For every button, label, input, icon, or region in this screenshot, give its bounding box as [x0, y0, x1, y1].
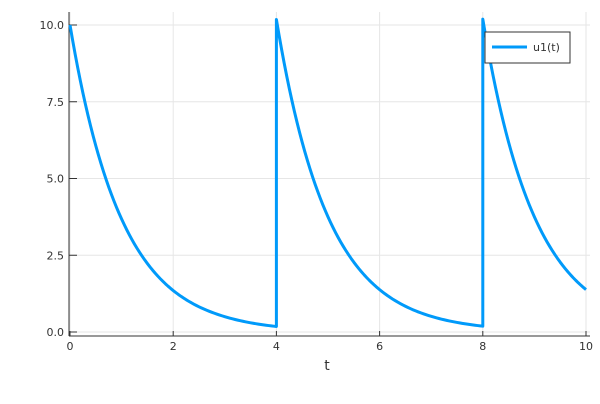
- x-tick-label: 10: [579, 340, 593, 353]
- y-tick-label: 2.5: [47, 249, 65, 262]
- legend: u1(t): [484, 31, 571, 64]
- series: [68, 17, 587, 328]
- ticks: 0 2 4 6 8 10 0.0 2.5 5.0 7.5 10.0: [40, 19, 594, 353]
- legend-label: u1(t): [533, 41, 560, 54]
- y-tick-label: 7.5: [47, 96, 65, 109]
- x-tick-label: 0: [67, 340, 74, 353]
- x-axis-label: t: [324, 358, 330, 374]
- y-tick-label: 5.0: [47, 173, 65, 186]
- x-tick-label: 4: [273, 340, 280, 353]
- series-line-u1: [68, 17, 587, 328]
- y-tick-label: 0.0: [47, 326, 65, 339]
- x-tick-label: 2: [170, 340, 177, 353]
- x-tick-label: 6: [376, 340, 383, 353]
- y-tick-label: 10.0: [40, 19, 65, 32]
- x-tick-label: 8: [479, 340, 486, 353]
